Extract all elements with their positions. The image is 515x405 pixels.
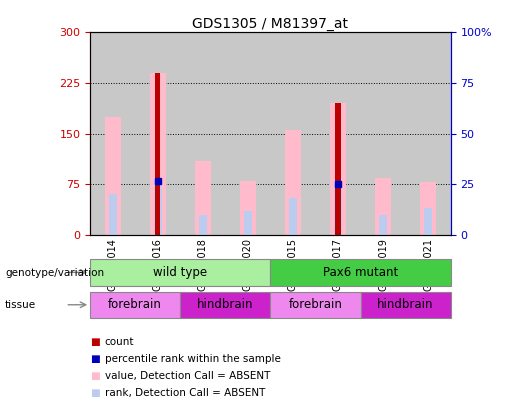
Bar bbox=[285, 130, 301, 235]
Bar bbox=[153, 181, 162, 235]
Text: ■: ■ bbox=[90, 354, 100, 364]
Text: ■: ■ bbox=[90, 337, 100, 347]
Text: rank, Detection Call = ABSENT: rank, Detection Call = ABSENT bbox=[105, 388, 265, 398]
Bar bbox=[330, 103, 346, 235]
Bar bbox=[334, 184, 342, 235]
Text: tissue: tissue bbox=[5, 300, 36, 310]
Bar bbox=[195, 161, 211, 235]
Text: forebrain: forebrain bbox=[108, 298, 162, 311]
Title: GDS1305 / M81397_at: GDS1305 / M81397_at bbox=[193, 17, 348, 31]
Bar bbox=[270, 292, 360, 318]
Bar bbox=[109, 194, 117, 235]
Text: forebrain: forebrain bbox=[288, 298, 342, 311]
Text: ■: ■ bbox=[90, 388, 100, 398]
Text: hindbrain: hindbrain bbox=[377, 298, 434, 311]
Bar bbox=[199, 215, 207, 235]
Bar bbox=[90, 32, 135, 235]
Bar bbox=[420, 182, 436, 235]
Bar bbox=[360, 292, 451, 318]
Text: Pax6 mutant: Pax6 mutant bbox=[323, 266, 398, 279]
Bar bbox=[424, 208, 432, 235]
Bar bbox=[315, 32, 360, 235]
Bar bbox=[150, 73, 166, 235]
Bar bbox=[375, 177, 391, 235]
Text: count: count bbox=[105, 337, 134, 347]
Bar bbox=[90, 259, 270, 286]
Bar bbox=[270, 32, 315, 235]
Bar bbox=[240, 181, 256, 235]
Bar bbox=[90, 292, 180, 318]
Bar bbox=[289, 198, 297, 235]
Bar bbox=[155, 73, 160, 235]
Text: wild type: wild type bbox=[153, 266, 208, 279]
Text: ■: ■ bbox=[90, 371, 100, 381]
Bar bbox=[335, 103, 341, 235]
Bar bbox=[135, 32, 180, 235]
Bar bbox=[180, 32, 226, 235]
Text: genotype/variation: genotype/variation bbox=[5, 268, 104, 277]
Text: percentile rank within the sample: percentile rank within the sample bbox=[105, 354, 281, 364]
Bar bbox=[360, 32, 406, 235]
Bar bbox=[244, 211, 252, 235]
Bar bbox=[406, 32, 451, 235]
Bar bbox=[270, 259, 451, 286]
Text: hindbrain: hindbrain bbox=[197, 298, 253, 311]
Text: value, Detection Call = ABSENT: value, Detection Call = ABSENT bbox=[105, 371, 270, 381]
Bar bbox=[105, 117, 121, 235]
Bar bbox=[379, 215, 387, 235]
Bar bbox=[226, 32, 270, 235]
Bar bbox=[180, 292, 270, 318]
